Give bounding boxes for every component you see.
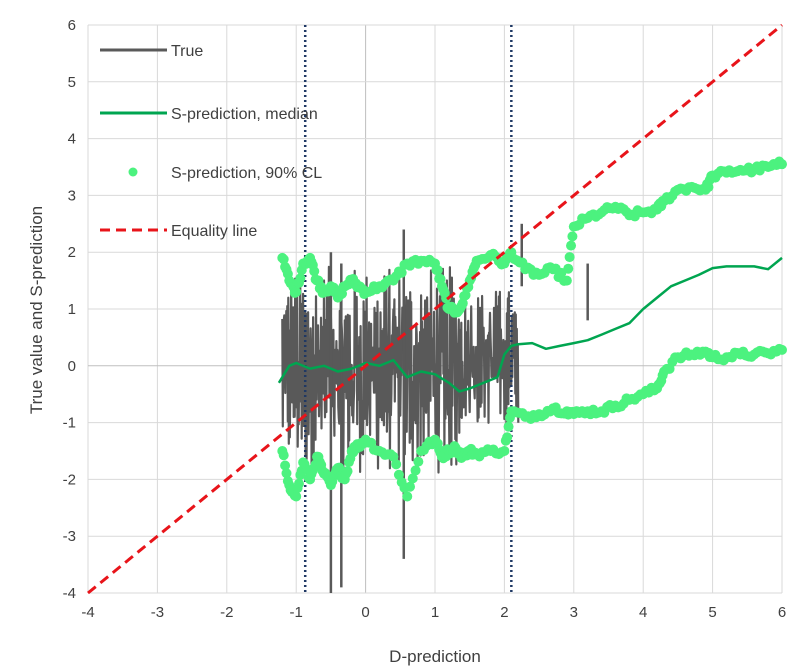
series-true-line: [281, 265, 520, 474]
series-cl-lower-point: [502, 432, 513, 443]
x-tick-label: 5: [708, 604, 716, 621]
series-cl-lower-point: [402, 491, 413, 502]
series-cl-lower-point: [410, 465, 421, 476]
legend-label-equality: Equality line: [171, 223, 257, 240]
series-cl-upper-point: [777, 159, 787, 170]
series-cl-lower-point: [503, 421, 514, 432]
series-cl-upper-point: [564, 252, 575, 263]
x-tick-label: 0: [361, 604, 369, 621]
series-cl-upper-point: [396, 267, 407, 278]
series-cl-upper-point: [309, 266, 320, 277]
series-cl-lower-point: [405, 481, 416, 492]
series-cl-lower-point: [293, 478, 304, 489]
x-tick-label: -2: [220, 604, 233, 621]
legend-label-median: S-prediction, median: [171, 106, 318, 123]
x-tick-label: 1: [431, 604, 439, 621]
y-tick-label: 0: [68, 358, 76, 375]
series-cl-lower-point: [499, 446, 510, 456]
series-cl-upper-point: [563, 263, 574, 274]
x-tick-label: 3: [570, 604, 578, 621]
series-cl-lower-point: [278, 450, 289, 461]
series-median-line: [277, 256, 783, 393]
series-cl-lower-point: [391, 459, 402, 470]
y-tick-label: -2: [63, 471, 76, 488]
plot-area: [87, 23, 787, 595]
x-tick-label: 4: [639, 604, 647, 621]
x-tick-label: -4: [81, 604, 94, 621]
y-tick-label: 6: [68, 17, 76, 34]
x-axis-title: D-prediction: [389, 647, 481, 666]
y-tick-label: 4: [68, 131, 76, 148]
series-cl-lower-point: [291, 491, 302, 502]
x-tick-label: -1: [290, 604, 303, 621]
series-cl-upper-point: [291, 286, 302, 297]
series-cl-lower-point: [334, 462, 345, 473]
y-tick-label: -1: [63, 415, 76, 432]
legend-swatch-cl: [128, 167, 138, 177]
series-cl-upper-point: [441, 293, 452, 304]
y-tick-label: -3: [63, 528, 76, 545]
series-cl-upper-point: [567, 231, 578, 242]
series-cl-lower-point: [407, 473, 418, 484]
series-cl-lower-point: [413, 456, 424, 467]
series-cl-lower-point: [388, 451, 399, 462]
x-tick-label: 2: [500, 604, 508, 621]
series-cl-lower-point: [281, 468, 292, 479]
legend-label-true: True: [171, 43, 203, 60]
y-tick-label: 1: [68, 301, 76, 318]
series-cl-upper-point: [295, 273, 306, 284]
series-cl-upper-point: [432, 265, 443, 276]
x-tick-label: -3: [151, 604, 164, 621]
series-cl-lower-point: [280, 460, 291, 471]
x-tick-label: 6: [778, 604, 786, 621]
series-cl-lower-point: [777, 344, 787, 355]
series-cl-lower-point: [342, 466, 353, 477]
y-tick-label: 2: [68, 244, 76, 261]
series-cl-upper-point: [278, 254, 289, 265]
y-tick-label: 5: [68, 74, 76, 91]
y-axis-title: True value and S-prediction: [27, 206, 46, 414]
y-tick-label: 3: [68, 187, 76, 204]
series-equality-line: [87, 23, 783, 595]
series-cl-upper-point: [566, 240, 577, 251]
series-cl-upper-point: [561, 275, 572, 286]
y-tick-label: -4: [63, 585, 76, 602]
legend-label-cl: S-prediction, 90% CL: [171, 165, 322, 182]
tick-labels: -4 -3 -2 -1 0 1 2 3 4 5 6 -4 -3 -2 -1 0 1 2 3 4 5 6: [63, 17, 787, 621]
legend: True S-prediction, median S-prediction, …: [100, 43, 322, 240]
